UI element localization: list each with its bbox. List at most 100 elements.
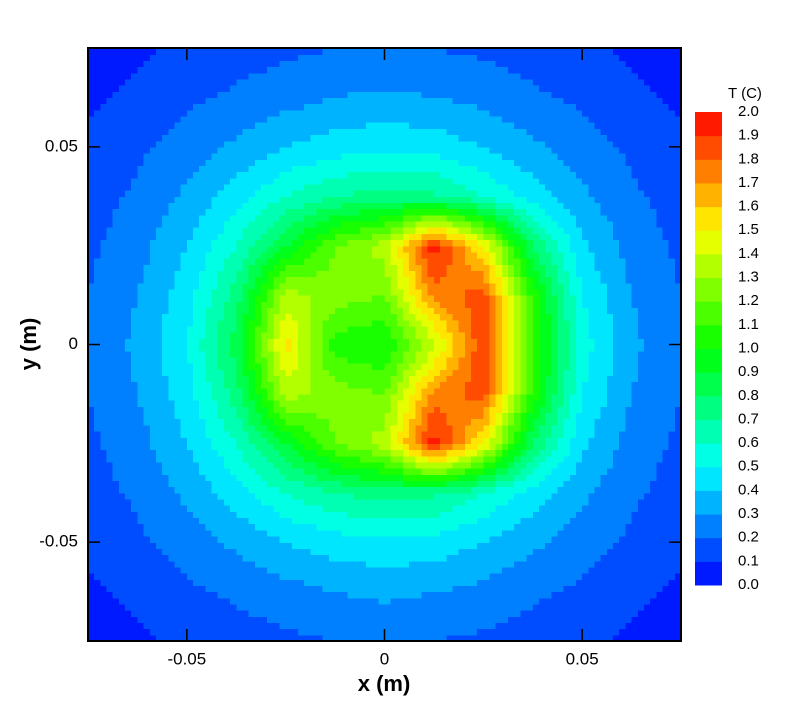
contour-cell [378,548,386,556]
contour-cell [613,622,620,630]
contour-cell [384,603,392,611]
contour-cell [279,344,287,352]
contour-cell [619,369,627,376]
contour-cell [100,480,108,488]
contour-cell [631,369,639,376]
contour-cell [291,597,299,605]
contour-cell [316,313,324,321]
contour-cell [606,535,614,543]
contour-cell [217,517,225,525]
contour-cell [162,406,169,414]
contour-cell [205,585,213,593]
contour-cell [193,430,200,438]
contour-cell [94,566,101,574]
contour-cell [273,517,281,525]
contour-cell [236,412,244,420]
contour-cell [415,603,423,611]
contour-cell [662,523,670,531]
contour-cell [328,591,336,599]
contour-cell [613,480,620,488]
contour-cell [421,579,429,587]
contour-cell [310,430,318,438]
contour-cell [600,344,608,352]
contour-cell [291,535,299,543]
contour-cell [168,597,176,605]
contour-cell [137,616,145,624]
contour-cell [285,566,293,574]
contour-cell [489,430,497,438]
contour-cell [668,616,676,624]
contour-cell [180,505,188,512]
contour-cell [508,412,515,420]
contour-cell [347,387,355,395]
contour-cell [668,468,676,475]
contour-cell [594,492,602,500]
contour-cell [100,443,108,451]
contour-cell [304,400,311,407]
contour-cell [217,301,225,309]
contour-cell [254,461,262,469]
contour-cell [217,325,225,333]
contour-cell [335,381,342,389]
contour-cell [452,634,460,642]
contour-cell [421,634,429,642]
contour-cell [118,498,126,506]
contour-cell [106,542,114,549]
contour-cell [588,375,596,383]
contour-cell [137,325,145,333]
contour-cell [100,400,108,407]
contour-cell [112,344,120,352]
contour-cell [217,616,225,624]
contour-cell [149,412,157,420]
contour-cell [279,486,287,494]
contour-cell [143,566,151,574]
contour-cell [149,418,157,426]
contour-cell [137,597,145,605]
contour-cell [353,325,361,333]
contour-cell [205,486,213,494]
contour-cell [575,468,583,475]
contour-cell [279,566,287,574]
contour-cell [582,381,589,389]
contour-cell [520,542,528,549]
contour-cell [656,449,664,457]
contour-cell [254,603,262,611]
contour-cell [396,400,404,407]
contour-cell [316,523,324,531]
contour-cell [254,498,262,506]
contour-cell [421,523,429,531]
contour-cell [316,591,324,599]
contour-cell [112,301,120,309]
contour-cell [298,449,305,457]
contour-cell [248,579,256,587]
contour-cell [260,393,268,401]
contour-cell [446,573,454,580]
contour-cell [180,566,188,574]
contour-cell [328,535,336,543]
contour-cell [341,480,349,488]
contour-cell [452,566,460,574]
contour-cell [217,523,225,531]
contour-cell [341,535,349,543]
contour-cell [557,566,565,574]
contour-cell [365,610,373,617]
contour-cell [88,634,95,642]
contour-cell [495,616,503,624]
contour-cell [557,542,565,549]
contour-cell [242,628,250,636]
contour-cell [155,603,163,611]
contour-cell [353,591,361,599]
contour-cell [551,387,559,395]
contour-cell [631,517,639,525]
contour-cell [316,585,324,593]
contour-cell [557,424,565,432]
contour-cell [131,560,139,568]
contour-cell [440,585,447,593]
contour-cell [322,517,330,525]
contour-cell [563,603,571,611]
contour-cell [477,400,484,407]
contour-cell [464,455,472,463]
contour-cell [532,492,540,500]
contour-cell [557,363,565,370]
contour-cell [347,369,355,376]
